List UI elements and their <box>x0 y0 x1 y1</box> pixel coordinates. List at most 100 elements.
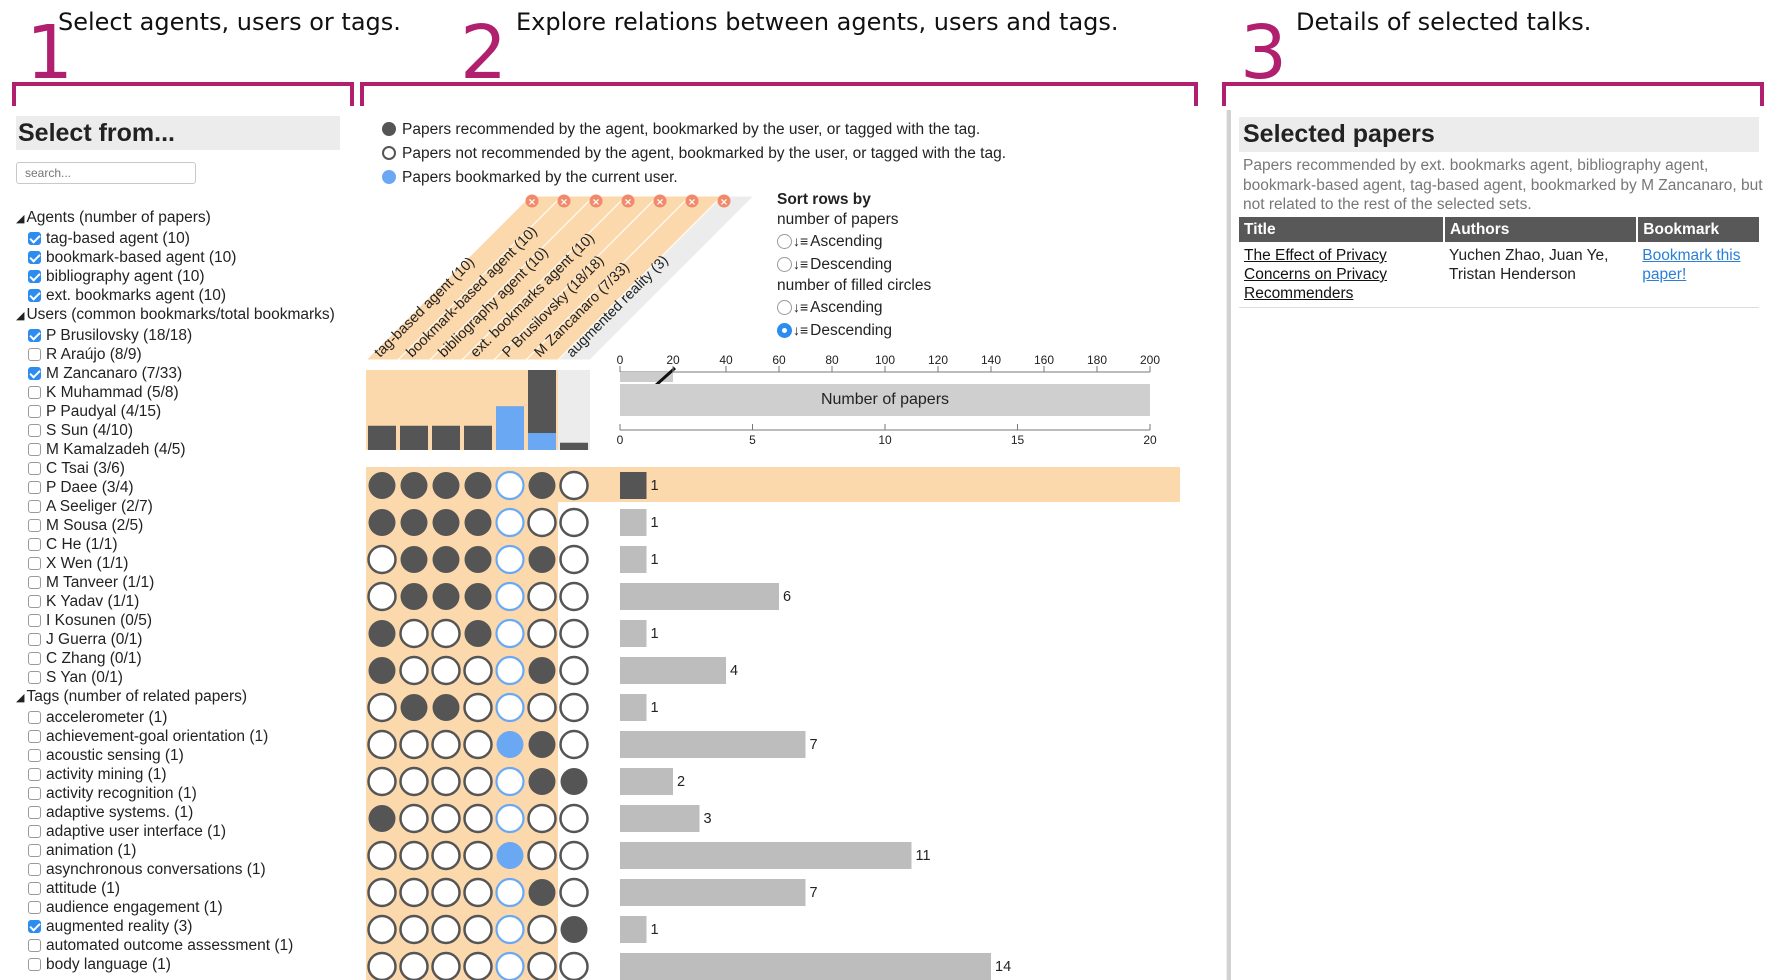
panel-scrollbar[interactable] <box>1227 110 1231 980</box>
tree-item[interactable]: C Tsai (3/6) <box>16 459 346 478</box>
remove-column-close-icon[interactable] <box>525 194 539 208</box>
empty-circle[interactable] <box>559 544 589 575</box>
empty-circle[interactable] <box>463 766 493 797</box>
empty-circle[interactable] <box>559 729 589 760</box>
empty-circle[interactable] <box>527 840 557 871</box>
checkbox[interactable] <box>28 367 41 380</box>
checkbox[interactable] <box>28 462 41 475</box>
tree-item[interactable]: R Araújo (8/9) <box>16 345 346 364</box>
remove-column-close-icon[interactable] <box>653 194 667 208</box>
empty-circle[interactable] <box>367 729 397 760</box>
tree-item[interactable]: acoustic sensing (1) <box>16 746 346 765</box>
empty-circle[interactable] <box>463 729 493 760</box>
paper-count-bar[interactable] <box>620 953 991 980</box>
paper-count-bar[interactable] <box>620 509 647 536</box>
bookmarked-empty-circle[interactable] <box>495 581 525 612</box>
tree-item[interactable]: tag-based agent (10) <box>16 229 346 248</box>
paper-count-bar[interactable] <box>620 583 779 610</box>
radio-papers-asc[interactable] <box>777 234 792 249</box>
bookmarked-empty-circle[interactable] <box>495 544 525 575</box>
checkbox[interactable] <box>28 348 41 361</box>
empty-circle[interactable] <box>559 951 589 980</box>
checkbox[interactable] <box>28 595 41 608</box>
tree-item[interactable]: X Wen (1/1) <box>16 554 346 573</box>
sort-filled-ascending[interactable]: ↓≡ Ascending <box>777 296 931 319</box>
empty-circle[interactable] <box>527 914 557 945</box>
bookmarked-empty-circle[interactable] <box>495 618 525 649</box>
empty-circle[interactable] <box>559 877 589 908</box>
checkbox[interactable] <box>28 825 41 838</box>
empty-circle[interactable] <box>463 692 493 723</box>
paper-count-bar[interactable] <box>620 916 647 943</box>
filled-circle[interactable] <box>368 472 396 499</box>
checkbox[interactable] <box>28 424 41 437</box>
tree-item[interactable]: P Brusilovsky (18/18) <box>16 326 346 345</box>
checkbox[interactable] <box>28 901 41 914</box>
empty-circle[interactable] <box>431 766 461 797</box>
empty-circle[interactable] <box>431 618 461 649</box>
empty-circle[interactable] <box>527 803 557 834</box>
empty-circle[interactable] <box>367 766 397 797</box>
filled-circle[interactable] <box>400 472 428 499</box>
column-header-authors[interactable]: Authors <box>1444 217 1639 242</box>
filled-circle[interactable] <box>432 694 460 721</box>
checkbox[interactable] <box>28 500 41 513</box>
empty-circle[interactable] <box>399 803 429 834</box>
empty-circle[interactable] <box>527 507 557 538</box>
filled-circle[interactable] <box>400 694 428 721</box>
checkbox[interactable] <box>28 730 41 743</box>
filled-circle[interactable] <box>464 546 492 573</box>
tree-group-header[interactable]: ◢ Agents (number of papers) <box>16 208 346 229</box>
paper-count-bar[interactable] <box>620 805 700 832</box>
empty-circle[interactable] <box>559 692 589 723</box>
checkbox[interactable] <box>28 251 41 264</box>
tree-item[interactable]: animation (1) <box>16 841 346 860</box>
search-input[interactable] <box>16 162 196 184</box>
empty-circle[interactable] <box>367 840 397 871</box>
empty-circle[interactable] <box>367 877 397 908</box>
filled-circle[interactable] <box>528 879 556 906</box>
empty-circle[interactable] <box>367 581 397 612</box>
filled-circle[interactable] <box>368 657 396 684</box>
filled-circle[interactable] <box>400 583 428 610</box>
empty-circle[interactable] <box>463 951 493 980</box>
bookmarked-empty-circle[interactable] <box>495 914 525 945</box>
tree-item[interactable]: P Daee (3/4) <box>16 478 346 497</box>
tree-item[interactable]: ext. bookmarks agent (10) <box>16 286 346 305</box>
tree-item[interactable]: body language (1) <box>16 955 346 974</box>
checkbox[interactable] <box>28 768 41 781</box>
bookmarked-empty-circle[interactable] <box>495 470 525 501</box>
checkbox[interactable] <box>28 711 41 724</box>
bookmark-link[interactable]: Bookmark this paper! <box>1637 242 1759 308</box>
tree-item[interactable]: C He (1/1) <box>16 535 346 554</box>
bookmarked-empty-circle[interactable] <box>495 507 525 538</box>
empty-circle[interactable] <box>399 618 429 649</box>
checkbox[interactable] <box>28 882 41 895</box>
empty-circle[interactable] <box>559 618 589 649</box>
empty-circle[interactable] <box>399 729 429 760</box>
checkbox[interactable] <box>28 443 41 456</box>
column-header-bookmark[interactable]: Bookmark <box>1637 217 1759 242</box>
filled-circle[interactable] <box>432 583 460 610</box>
filled-circle[interactable] <box>464 509 492 536</box>
empty-circle[interactable] <box>367 692 397 723</box>
tree-item[interactable]: I Kosunen (0/5) <box>16 611 346 630</box>
tree-item[interactable]: J Guerra (0/1) <box>16 630 346 649</box>
checkbox[interactable] <box>28 405 41 418</box>
paper-title-link[interactable]: The Effect of Privacy Concerns on Privac… <box>1239 242 1444 308</box>
tree-item[interactable]: M Kamalzadeh (4/5) <box>16 440 346 459</box>
tree-group-header[interactable]: ◢ Users (common bookmarks/total bookmarks… <box>16 305 346 326</box>
empty-circle[interactable] <box>463 655 493 686</box>
checkbox[interactable] <box>28 270 41 283</box>
bookmarked-empty-circle[interactable] <box>495 803 525 834</box>
remove-column-close-icon[interactable] <box>717 194 731 208</box>
checkbox[interactable] <box>28 806 41 819</box>
bookmarked-empty-circle[interactable] <box>495 655 525 686</box>
close-icon[interactable]: × <box>720 197 728 208</box>
filled-circle[interactable] <box>432 546 460 573</box>
checkbox[interactable] <box>28 289 41 302</box>
checkbox[interactable] <box>28 920 41 933</box>
filled-circle[interactable] <box>464 472 492 499</box>
filled-circle[interactable] <box>528 657 556 684</box>
empty-circle[interactable] <box>559 470 589 501</box>
